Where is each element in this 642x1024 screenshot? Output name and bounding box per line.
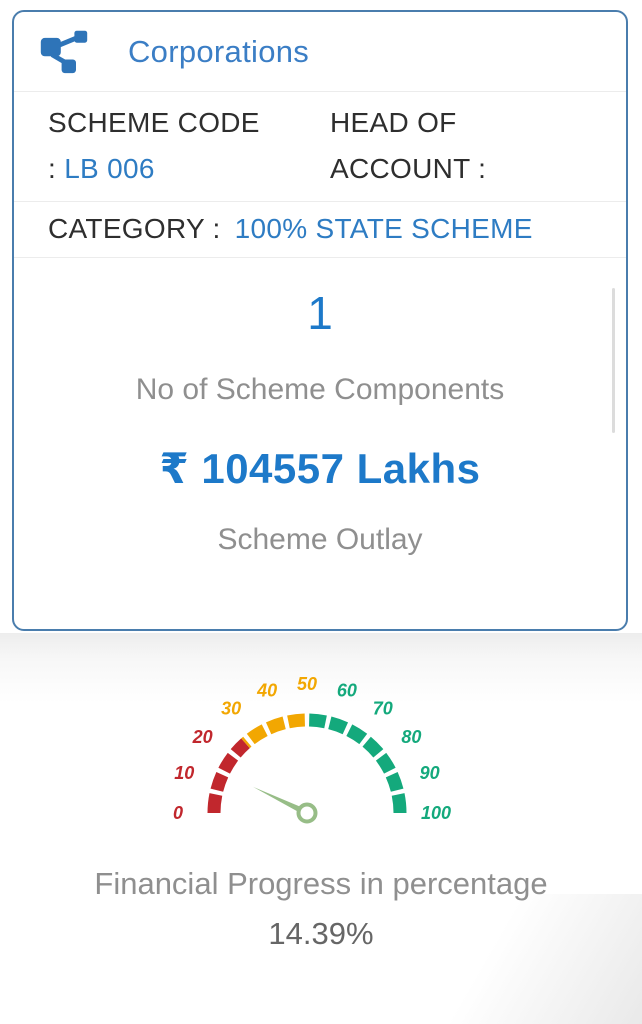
gauge-tick-label: 0 xyxy=(173,803,183,823)
gauge-tick-label: 30 xyxy=(221,699,241,719)
components-count: 1 xyxy=(307,287,333,339)
gauge-caption: Financial Progress in percentage xyxy=(94,866,548,901)
scheme-code-label: SCHEME CODE xyxy=(48,107,260,138)
divider xyxy=(14,201,626,202)
gauge-needle-hub xyxy=(296,802,318,824)
gauge-tick-label: 80 xyxy=(401,727,421,747)
category-label: CATEGORY : xyxy=(48,213,221,244)
corner-shade xyxy=(362,894,642,1024)
head-of-account-label-line2: ACCOUNT : xyxy=(330,153,487,184)
gauge-tick-label: 10 xyxy=(174,763,194,783)
divider xyxy=(14,257,626,258)
category-value: 100% STATE SCHEME xyxy=(234,213,533,244)
sitemap-icon xyxy=(40,30,88,74)
outlay-value: ₹ 104557 Lakhs xyxy=(159,445,481,492)
scheme-code-field: SCHEME CODE : LB 006 xyxy=(48,100,330,201)
components-label: No of Scheme Components xyxy=(135,373,505,406)
head-of-account-field: HEAD OF ACCOUNT : xyxy=(330,100,612,201)
gauge-tick-label: 90 xyxy=(420,763,440,783)
card-title: Corporations xyxy=(128,33,310,69)
scheme-code-value: LB 006 xyxy=(64,153,155,184)
fields-row: SCHEME CODE : LB 006 HEAD OF ACCOUNT : xyxy=(14,92,626,201)
gauge-tick-label: 60 xyxy=(337,680,357,700)
scheme-code-separator: : xyxy=(48,153,57,184)
head-of-account-label-line1: HEAD OF xyxy=(330,107,457,138)
gauge-needle xyxy=(253,786,309,816)
scrollbar-thumb[interactable] xyxy=(612,288,615,433)
divider xyxy=(14,91,626,92)
gauge-tick-label: 20 xyxy=(192,727,213,747)
outlay-label: Scheme Outlay xyxy=(217,523,423,556)
gauge-tick-label: 70 xyxy=(373,699,393,719)
gauge-value: 14.39% xyxy=(268,916,374,951)
gauge-tick-label: 50 xyxy=(297,674,317,694)
card-header: Corporations xyxy=(14,12,626,91)
category-field: CATEGORY : 100% STATE SCHEME xyxy=(14,202,626,257)
scheme-card: Corporations SCHEME CODE : LB 006 HEAD O… xyxy=(12,10,628,631)
gauge-tick-label: 40 xyxy=(256,680,277,700)
gauge-tick-label: 100 xyxy=(421,803,451,823)
scheme-stats: 1 No of Scheme Components ₹ 104557 Lakhs… xyxy=(14,258,626,557)
financial-progress-gauge: 0 10 20 30 40 50 60 70 80 90 100 xyxy=(173,674,451,824)
scheme-code-value-line: : LB 006 xyxy=(48,146,330,192)
